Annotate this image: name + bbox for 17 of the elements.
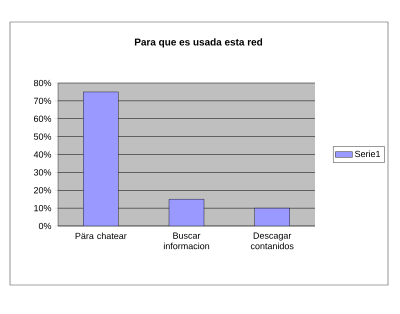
legend-label: Serie1 (354, 150, 380, 158)
x-tick-label: Descagar contanidos (250, 232, 294, 250)
bar (254, 208, 290, 226)
y-tick-label: 10% (34, 204, 52, 212)
y-tick-label: 40% (34, 151, 52, 158)
y-tick-label: 50% (34, 133, 52, 140)
chart-title: Para que es usada esta red (134, 38, 262, 48)
x-tick-label: Buscar informacion (164, 232, 210, 250)
y-tick-label: 30% (34, 169, 52, 176)
y-tick-label: 80% (34, 80, 52, 86)
y-tick-label: 70% (34, 98, 52, 104)
y-tick-label: 60% (34, 116, 52, 122)
x-tick-label: Pära chatear (76, 232, 127, 240)
bar (168, 198, 204, 226)
y-tick-label: 0% (38, 222, 52, 230)
y-tick-label: 20% (34, 187, 52, 194)
bar (83, 92, 119, 226)
